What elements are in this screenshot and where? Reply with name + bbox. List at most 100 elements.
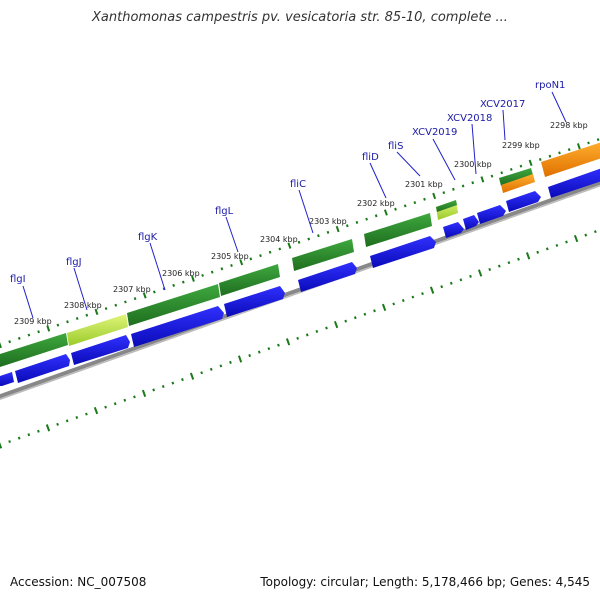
cds-block[interactable] (219, 264, 280, 296)
scale-tick (277, 343, 280, 347)
scale-tick (162, 287, 166, 291)
scale-tick (345, 224, 349, 228)
gene-label-flgL[interactable]: flgL (215, 206, 234, 217)
gene-arrow[interactable] (71, 335, 130, 365)
scale-tick (548, 154, 552, 158)
gene-label-flgK[interactable]: flgK (138, 232, 158, 243)
scale-tick (133, 297, 137, 301)
tick-label: 2302 kbp (357, 199, 395, 208)
scale-tick (296, 336, 300, 340)
gene-arrow[interactable] (463, 215, 479, 230)
gene-arrow[interactable] (298, 262, 357, 292)
scale-tick (545, 247, 549, 251)
cds-block[interactable] (67, 314, 128, 346)
gene-label-XCV2018[interactable]: XCV2018 (447, 113, 492, 124)
scale-tick (381, 303, 387, 312)
scale-tick (325, 326, 328, 330)
scale-tick (123, 398, 127, 402)
scale-tick (267, 347, 271, 351)
scale-tick (596, 138, 600, 142)
scale-tick (383, 209, 388, 216)
gene-arrow[interactable] (443, 222, 464, 238)
gene-arrow[interactable] (370, 236, 436, 268)
scale-tick (392, 302, 396, 306)
genome-backbone (0, 180, 600, 399)
scale-tick (94, 308, 99, 316)
scale-tick (353, 316, 357, 320)
scale-tick (45, 424, 51, 432)
tick-label: 2307 kbp (113, 285, 151, 294)
cds-block[interactable] (364, 213, 432, 247)
scale-tick (394, 207, 397, 211)
scale-tick (500, 171, 504, 175)
map-title: Xanthomonas campestris pv. vesicatoria s… (92, 10, 508, 25)
genome-backbone-shadow (0, 184, 600, 401)
scale-tick (171, 381, 175, 385)
gene-label-fliC[interactable]: fliC (290, 179, 306, 190)
scale-tick (509, 167, 513, 171)
scale-tick (421, 292, 424, 296)
scale-tick (133, 395, 136, 399)
scale-tick (459, 278, 463, 282)
scale-tick (27, 433, 31, 437)
scale-tick (413, 201, 417, 205)
scale-tick (104, 405, 107, 409)
cds-block[interactable] (499, 168, 533, 186)
scale-tick (200, 371, 204, 375)
scale-tick (326, 230, 330, 234)
gene-arrow[interactable] (477, 205, 506, 224)
cds-track (0, 141, 600, 367)
cds-block[interactable] (436, 200, 457, 212)
tick-label: 2305 kbp (211, 252, 249, 261)
gene-label-flgJ[interactable]: flgJ (66, 257, 82, 268)
scale-tick (104, 307, 108, 311)
scale-tick (268, 250, 272, 254)
gene-arrow[interactable] (224, 286, 285, 317)
genome-summary: Topology: circular; Length: 5,178,466 bp… (260, 575, 590, 589)
cds-block[interactable] (541, 141, 600, 177)
scale-tick (567, 148, 571, 152)
gene-label-flgI[interactable]: flgI (10, 274, 26, 285)
scale-tick (344, 319, 348, 323)
scale-tick (37, 429, 40, 433)
scale-tick (285, 338, 291, 346)
scale-tick (355, 220, 359, 224)
scale-tick (576, 143, 581, 150)
cds-block[interactable] (127, 284, 220, 326)
scale-tick (181, 378, 184, 382)
gene-label-rpoN1[interactable]: rpoN1 (535, 80, 565, 91)
gene-arrow[interactable] (131, 306, 224, 347)
scale-tick (403, 204, 407, 208)
scale-tick (249, 257, 253, 261)
cds-block[interactable] (501, 174, 535, 193)
gene-arrow[interactable] (15, 354, 70, 383)
scale-tick (259, 254, 262, 258)
scale-tick (114, 303, 118, 307)
scale-tick (432, 192, 437, 200)
scale-tick (93, 406, 99, 415)
scale-tick (440, 285, 444, 289)
gene-label-fliS[interactable]: fliS (388, 141, 403, 152)
scale-tick (507, 261, 511, 265)
gene-arrow[interactable] (506, 191, 541, 212)
scale-tick (237, 355, 243, 363)
gene-label-XCV2017[interactable]: XCV2017 (480, 99, 525, 110)
scale-tick (124, 300, 127, 304)
gene-arrow[interactable] (0, 372, 14, 386)
scale-tick (442, 191, 446, 195)
scale-tick (191, 275, 195, 282)
cds-block[interactable] (292, 239, 354, 271)
gene-arrow[interactable] (548, 167, 600, 198)
cds-block[interactable] (0, 333, 68, 367)
scale-tick (65, 419, 69, 423)
gene-label-XCV2019[interactable]: XCV2019 (412, 127, 457, 138)
scale-tick (17, 436, 21, 440)
gene-label-fliD[interactable]: fliD (362, 152, 379, 163)
scale-tick (555, 243, 559, 247)
scale-tick (27, 333, 31, 337)
scale-tick (401, 298, 405, 303)
scale-ticks-inner (0, 138, 600, 349)
scale-tick (307, 237, 311, 241)
tick-label: 2308 kbp (64, 301, 102, 310)
gene-leader-lines (22, 91, 567, 319)
